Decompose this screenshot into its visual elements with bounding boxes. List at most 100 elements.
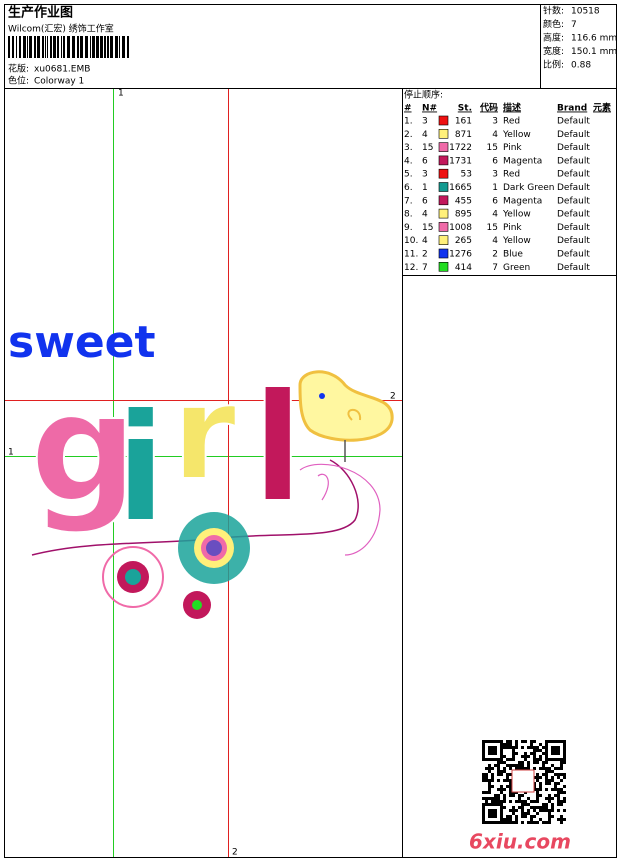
qr-module bbox=[485, 791, 488, 794]
color-swatch bbox=[438, 222, 449, 232]
stat-label: 比例: bbox=[543, 59, 564, 71]
cell: 6. bbox=[404, 183, 413, 193]
qr-module bbox=[515, 746, 518, 749]
qr-module bbox=[527, 767, 530, 770]
qr-module bbox=[503, 821, 506, 824]
qr-module bbox=[512, 749, 515, 752]
qr-module bbox=[548, 815, 551, 818]
color-swatch bbox=[438, 261, 449, 272]
bar bbox=[63, 36, 65, 58]
qr-module bbox=[509, 800, 512, 803]
qr-module bbox=[545, 779, 548, 782]
qr-module bbox=[500, 770, 503, 773]
qr-module bbox=[482, 749, 485, 752]
qr-module bbox=[494, 740, 497, 743]
qr-module bbox=[509, 764, 512, 767]
qr-module bbox=[560, 758, 563, 761]
cell: Default bbox=[557, 183, 590, 193]
guide-label: 1 bbox=[118, 89, 124, 99]
qr-module bbox=[482, 809, 485, 812]
qr-module bbox=[482, 815, 485, 818]
qr-module bbox=[560, 800, 563, 803]
qr-module bbox=[491, 821, 494, 824]
cell: 1008 bbox=[449, 223, 472, 233]
qr-module bbox=[554, 782, 557, 785]
color-swatch bbox=[438, 142, 449, 152]
qr-module bbox=[563, 746, 566, 749]
cell: 7 bbox=[492, 263, 498, 273]
qr-module bbox=[503, 800, 506, 803]
qr-module bbox=[494, 815, 497, 818]
qr-module bbox=[515, 743, 518, 746]
qr-module bbox=[515, 752, 518, 755]
qr-module bbox=[500, 758, 503, 761]
cell: 7 bbox=[422, 263, 428, 273]
qr-module bbox=[524, 767, 527, 770]
bar bbox=[90, 36, 91, 58]
qr-module bbox=[533, 752, 536, 755]
cell: 15 bbox=[487, 143, 498, 153]
bar bbox=[57, 36, 59, 58]
qr-module bbox=[560, 773, 563, 776]
qr-module bbox=[521, 809, 524, 812]
bar bbox=[119, 36, 120, 58]
qr-module bbox=[551, 764, 554, 767]
title: 生产作业图 bbox=[8, 5, 73, 21]
qr-module bbox=[518, 761, 521, 764]
qr-module bbox=[533, 746, 536, 749]
bar bbox=[45, 36, 46, 58]
cell: 8. bbox=[404, 210, 413, 220]
qr-module bbox=[536, 794, 539, 797]
qr-module bbox=[536, 797, 539, 800]
cell: Magenta bbox=[503, 156, 542, 166]
qr-module bbox=[491, 803, 494, 806]
qr-module bbox=[548, 782, 551, 785]
qr-module bbox=[536, 788, 539, 791]
qr-module bbox=[557, 740, 560, 743]
guide-label: 2 bbox=[232, 848, 238, 858]
qr-module bbox=[530, 800, 533, 803]
qr-module bbox=[491, 773, 494, 776]
color-swatch bbox=[438, 155, 449, 166]
qr-module bbox=[527, 764, 530, 767]
qr-module bbox=[524, 803, 527, 806]
cell: 9. bbox=[404, 223, 413, 233]
cell: 2. bbox=[404, 130, 413, 140]
cell: Default bbox=[557, 156, 590, 166]
qr-module bbox=[521, 806, 524, 809]
qr-module bbox=[506, 779, 509, 782]
stats: 针数: 10518 颜色: 7 高度: 116.6 mm 宽度: 150.1 mm 比例: 0.8… bbox=[543, 5, 617, 71]
page-border bbox=[4, 4, 617, 858]
guide-label: 1 bbox=[8, 448, 14, 458]
cell: 1. bbox=[404, 117, 413, 127]
cell: Yellow bbox=[502, 236, 531, 246]
bar bbox=[80, 36, 83, 58]
cell: Blue bbox=[503, 250, 523, 260]
qr-module bbox=[545, 749, 548, 752]
qr-module bbox=[491, 776, 494, 779]
qr-module bbox=[491, 752, 494, 755]
bar bbox=[12, 36, 14, 58]
qr-module bbox=[521, 746, 524, 749]
qr-module bbox=[518, 800, 521, 803]
qr-module bbox=[542, 761, 545, 764]
qr-module bbox=[539, 749, 542, 752]
qr-module bbox=[545, 803, 548, 806]
bar bbox=[104, 36, 106, 58]
qr-module bbox=[545, 773, 548, 776]
column-header: N# bbox=[422, 104, 437, 114]
qr-module bbox=[557, 800, 560, 803]
qr-module bbox=[563, 791, 566, 794]
qr-module bbox=[521, 755, 524, 758]
qr-module bbox=[551, 815, 554, 818]
qr-module bbox=[563, 755, 566, 758]
qr-module bbox=[557, 749, 560, 752]
qr-module bbox=[509, 788, 512, 791]
cell: 6 bbox=[492, 196, 498, 206]
qr-module bbox=[539, 806, 542, 809]
qr-module bbox=[545, 821, 548, 824]
cell: Yellow bbox=[502, 210, 531, 220]
cell: 2 bbox=[492, 250, 498, 260]
qr-module bbox=[533, 800, 536, 803]
